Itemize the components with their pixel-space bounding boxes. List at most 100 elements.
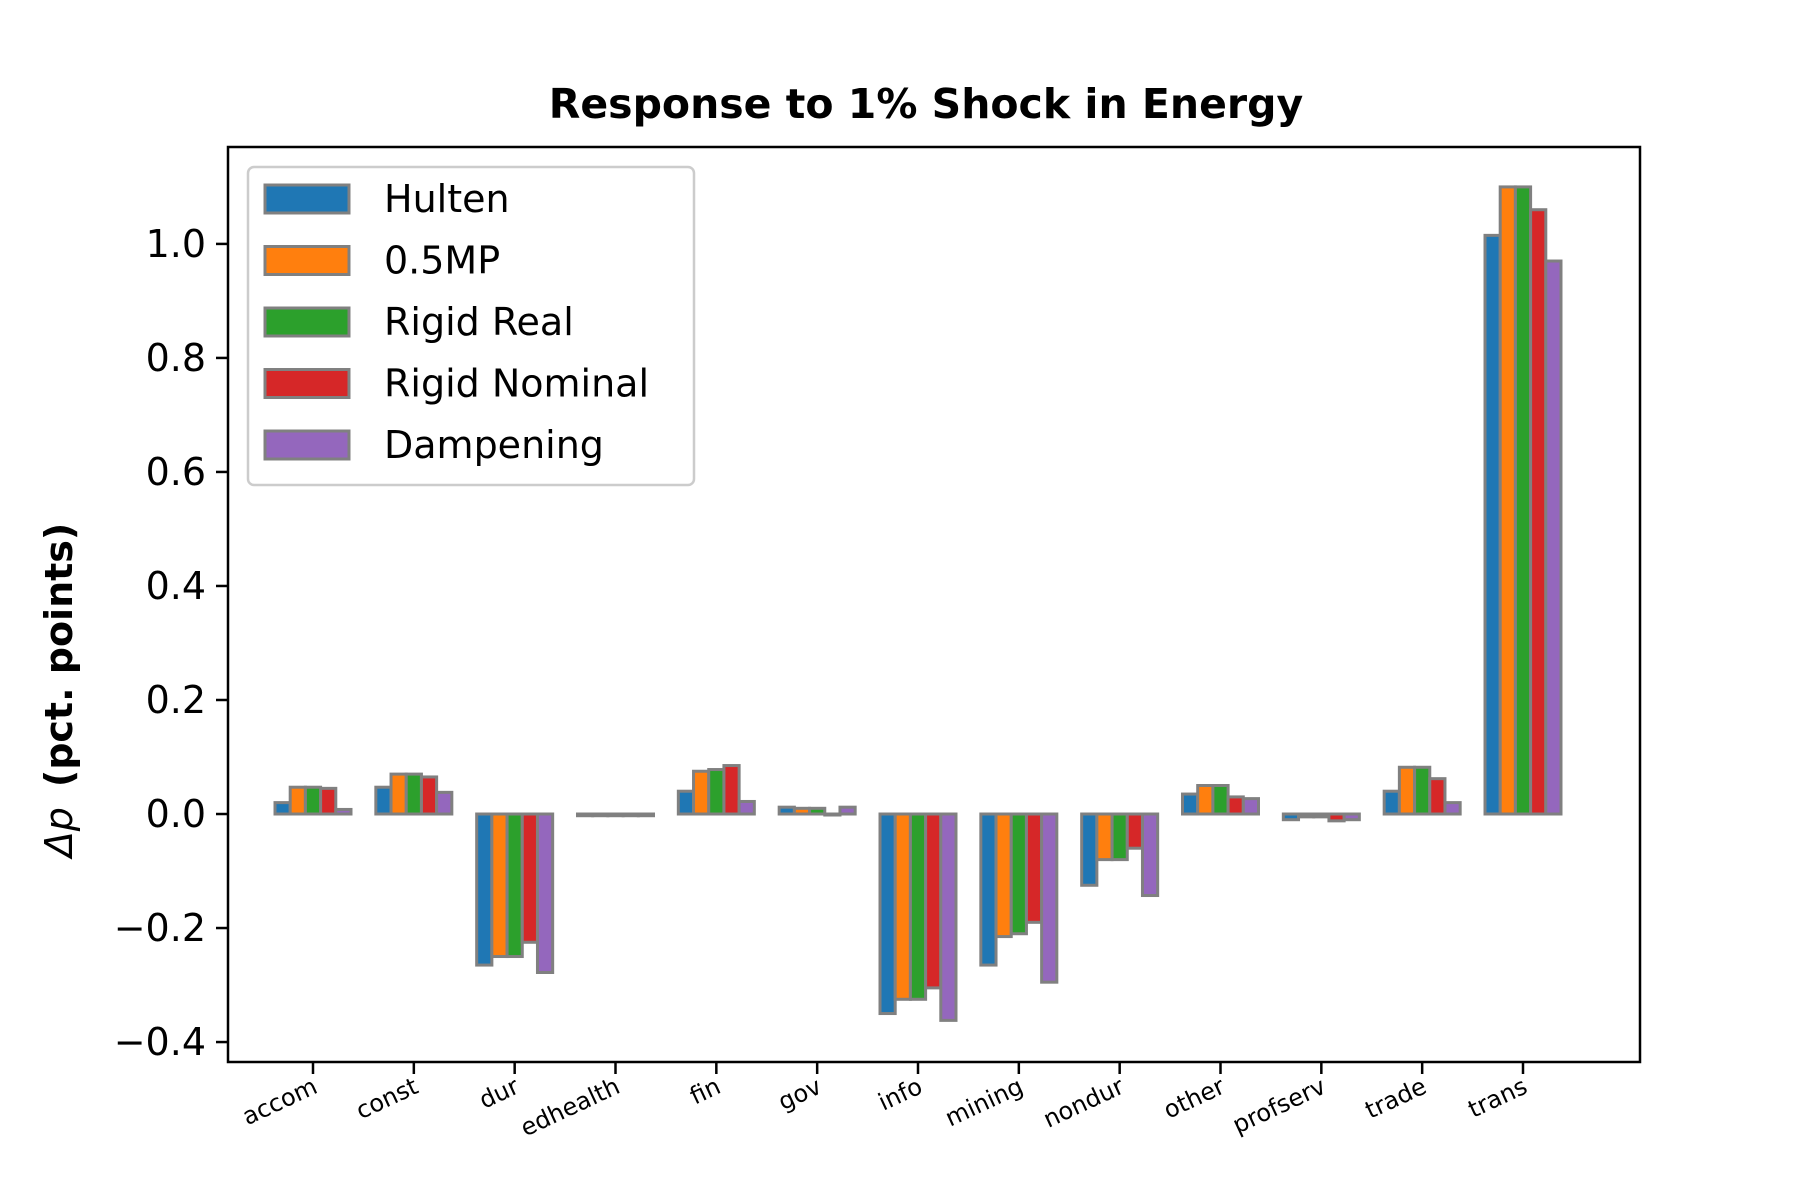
bar-accom-rigid-real: [303, 785, 323, 816]
bar-info-hulten: [878, 812, 897, 1016]
bar-accom-hulten: [273, 801, 292, 816]
y-tick-label: 1.0: [146, 222, 206, 266]
bar-gov-dampening: [838, 805, 857, 816]
legend-swatch: [263, 429, 351, 461]
bar-profserv-hulten: [1281, 812, 1301, 822]
y-axis-label-text: (pct. points): [37, 523, 81, 787]
bar-const-rigid-nominal: [419, 775, 439, 816]
bar-trans-rigid-real: [1513, 185, 1533, 816]
legend-swatch: [263, 183, 351, 215]
bar-info-0-5mp: [893, 812, 912, 1001]
bar-edhealth-rigid-nominal: [621, 812, 640, 818]
bar-nondur-0-5mp: [1095, 812, 1114, 862]
x-tick-label-trans: trans: [1464, 1072, 1532, 1123]
bar-dur-dampening: [535, 812, 555, 975]
bar-profserv-dampening: [1342, 812, 1361, 822]
bar-nondur-hulten: [1080, 812, 1099, 887]
x-tick-label-nondur: nondur: [1039, 1072, 1128, 1134]
bar-mining-rigid-nominal: [1024, 812, 1044, 924]
bar-profserv-rigid-nominal: [1327, 812, 1346, 823]
bar-other-0-5mp: [1196, 784, 1215, 816]
bar-trade-rigid-nominal: [1428, 777, 1447, 816]
legend-box: [246, 165, 696, 487]
x-tick-label-mining: mining: [941, 1072, 1027, 1132]
y-axis-label: Δp (pct. points): [37, 523, 81, 861]
bar-other-rigid-real: [1211, 784, 1230, 816]
x-tick-label-gov: gov: [774, 1072, 826, 1116]
legend-swatch: [263, 306, 351, 338]
bar-gov-0-5mp: [792, 806, 812, 816]
bar-fin-dampening: [737, 799, 756, 816]
y-tick-label: −0.2: [114, 906, 206, 950]
bar-other-dampening: [1241, 797, 1261, 816]
bar-edhealth-0-5mp: [591, 812, 610, 818]
legend-label: Rigid Real: [384, 300, 574, 344]
bar-info-dampening: [939, 812, 958, 1022]
bar-const-0-5mp: [389, 772, 408, 816]
y-tick-label: 0.2: [146, 678, 206, 722]
bar-edhealth-hulten: [576, 812, 595, 818]
legend-label: 0.5MP: [384, 239, 500, 283]
x-tick-label-trade: trade: [1361, 1072, 1431, 1124]
bar-fin-rigid-real: [707, 768, 726, 816]
y-axis: −0.4 −0.2 0.0 0.2 0.4 0.6 0.8 1.0: [114, 222, 228, 1064]
bar-info-rigid-real: [908, 812, 928, 1001]
bar-gov-rigid-real: [808, 806, 827, 816]
bar-accom-dampening: [334, 807, 353, 816]
x-tick-label-const: const: [352, 1072, 423, 1125]
x-tick-label-other: other: [1159, 1072, 1229, 1124]
bar-mining-0-5mp: [994, 812, 1013, 939]
bar-const-rigid-real: [404, 772, 423, 816]
y-tick-label: 0.0: [146, 792, 206, 836]
y-tick-label: −0.4: [114, 1020, 206, 1064]
bar-gov-hulten: [777, 805, 796, 816]
x-tick-label-dur: dur: [475, 1072, 523, 1114]
bar-trans-dampening: [1544, 259, 1563, 816]
bar-trade-rigid-real: [1413, 765, 1432, 816]
bar-fin-0-5mp: [692, 769, 711, 816]
bar-const-dampening: [435, 790, 454, 816]
bar-other-hulten: [1181, 792, 1200, 816]
y-axis-label-symbol: Δp: [37, 807, 81, 860]
bar-dur-rigid-nominal: [520, 812, 539, 944]
x-tick-label-info: info: [874, 1072, 927, 1116]
bar-fin-hulten: [676, 789, 696, 816]
x-tick-label-profserv: profserv: [1228, 1072, 1330, 1139]
bar-edhealth-rigid-real: [606, 812, 625, 818]
bar-nondur-dampening: [1140, 812, 1160, 898]
bar-mining-rigid-real: [1009, 812, 1028, 936]
bar-dur-rigid-real: [505, 812, 524, 959]
bar-dur-0-5mp: [490, 812, 509, 959]
x-tick-label-edhealth: edhealth: [516, 1072, 624, 1142]
bar-trans-hulten: [1483, 233, 1502, 816]
plot-area: [226, 145, 1642, 1064]
bar-gov-rigid-nominal: [823, 812, 842, 817]
bar-fin-rigid-nominal: [722, 764, 741, 816]
bar-trans-rigid-nominal: [1529, 208, 1548, 816]
bar-mining-hulten: [979, 812, 998, 967]
legend-label: Rigid Nominal: [384, 362, 649, 406]
legend-swatch: [263, 245, 351, 276]
bar-edhealth-dampening: [636, 812, 655, 818]
bar-nondur-rigid-nominal: [1125, 812, 1144, 850]
x-tick-label-fin: fin: [686, 1072, 725, 1110]
bar-mining-dampening: [1040, 812, 1059, 984]
bar-const-hulten: [374, 785, 393, 816]
legend-label: Hulten: [384, 177, 510, 221]
legend-swatch: [263, 368, 351, 399]
bar-accom-rigid-nominal: [319, 786, 338, 816]
bar-accom-0-5mp: [288, 785, 307, 816]
bar-profserv-0-5mp: [1297, 812, 1316, 819]
bar-nondur-rigid-real: [1110, 812, 1129, 862]
y-tick-label: 0.6: [146, 450, 206, 494]
axes-frame: [226, 145, 1642, 1064]
bar-other-rigid-nominal: [1226, 795, 1245, 816]
chart-title: Response to 1% Shock in Energy: [549, 80, 1303, 128]
bar-trade-0-5mp: [1397, 765, 1417, 816]
bar-trade-dampening: [1443, 801, 1462, 816]
bar-trade-hulten: [1382, 789, 1401, 816]
y-tick-label: 0.8: [146, 336, 206, 380]
legend: Hulten 0.5MP Rigid Real Rigid Nominal Dampen…: [246, 165, 696, 487]
